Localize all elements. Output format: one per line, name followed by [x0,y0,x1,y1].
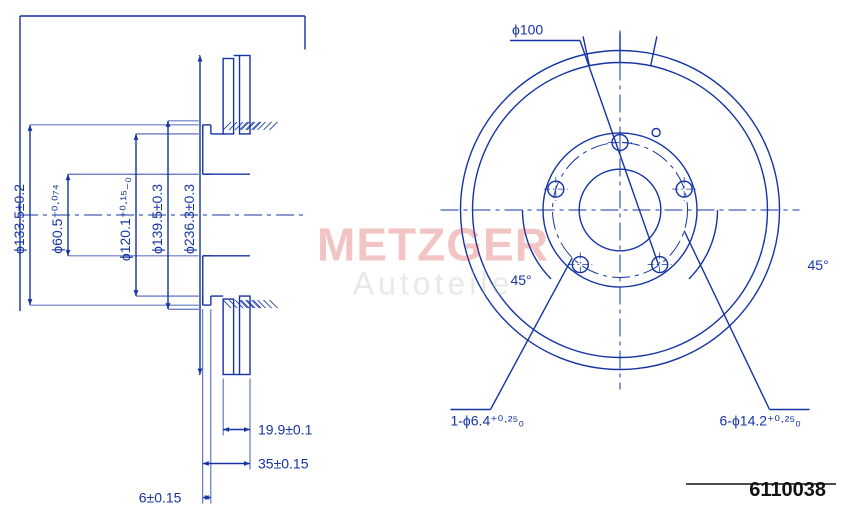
part-number: 6110038 [749,479,826,502]
svg-text:35±0.15: 35±0.15 [258,456,309,472]
svg-text:45°: 45° [808,257,829,273]
svg-text:6-ϕ14.2⁺⁰·²⁵₀: 6-ϕ14.2⁺⁰·²⁵₀ [720,413,802,429]
svg-text:ϕ139.5±0.3: ϕ139.5±0.3 [149,184,165,254]
technical-drawing: ϕ133.5±0.2 ϕ60.5⁺⁰·⁰⁷⁴ ϕ120.1⁺⁰·¹⁵₋₀ ϕ139.5… [0,0,866,520]
svg-text:19.9±0.1: 19.9±0.1 [258,422,313,438]
svg-text:6±0.15: 6±0.15 [139,490,182,506]
svg-text:ϕ133.5±0.2: ϕ133.5±0.2 [11,184,27,254]
svg-text:ϕ120.1⁺⁰·¹⁵₋₀: ϕ120.1⁺⁰·¹⁵₋₀ [117,177,133,261]
svg-text:1-ϕ6.4⁺⁰·²⁵₀: 1-ϕ6.4⁺⁰·²⁵₀ [450,413,524,429]
svg-text:ϕ236.3±0.3: ϕ236.3±0.3 [181,184,197,254]
svg-text:ϕ100: ϕ100 [512,21,543,37]
svg-text:45°: 45° [510,272,531,288]
svg-text:ϕ60.5⁺⁰·⁰⁷⁴: ϕ60.5⁺⁰·⁰⁷⁴ [49,184,65,253]
